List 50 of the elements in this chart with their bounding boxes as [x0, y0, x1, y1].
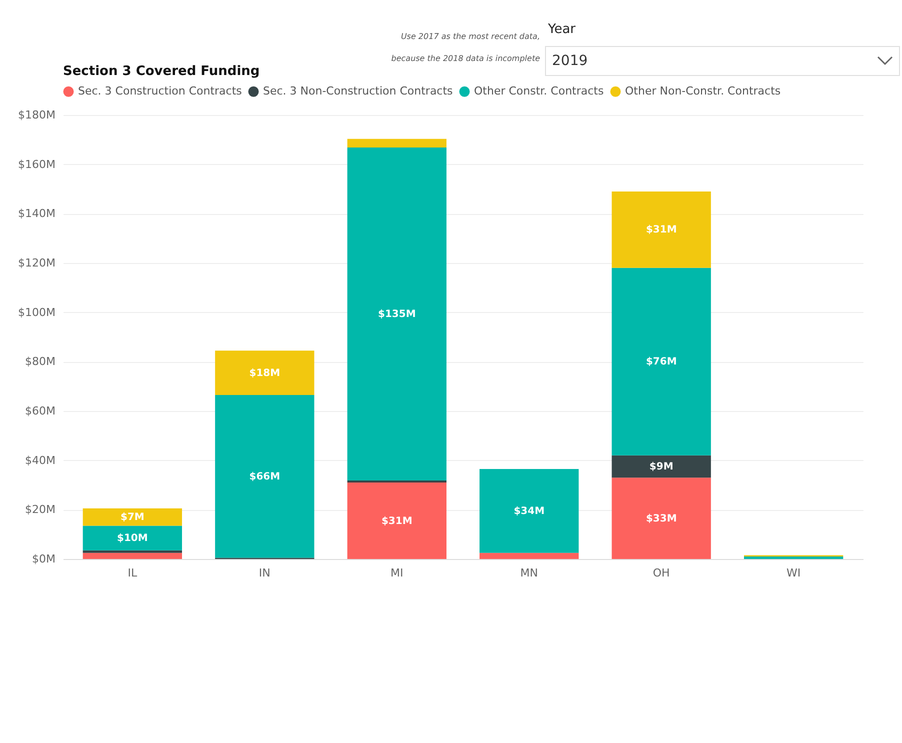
- bar: [82, 552, 182, 559]
- bar: [82, 508, 182, 526]
- text: Use 2017 as the most recent data, because the 2018 data is incomplete: [391, 32, 540, 63]
- data-label: $10M: [117, 533, 148, 544]
- x-tick-label: WI: [786, 566, 801, 580]
- bar: [347, 482, 446, 559]
- chart-title: Section 3 Covered Funding: [63, 64, 260, 79]
- data-label: $31M: [646, 224, 677, 236]
- y-tick-label: $140M: [18, 207, 56, 220]
- y-tick-label: $180M: [18, 108, 56, 122]
- x-tick-label: OH: [652, 566, 670, 580]
- y-tick-label: $100M: [18, 306, 56, 319]
- bar: [215, 394, 314, 558]
- y-tick-label: $80M: [25, 355, 56, 368]
- data-label: $9M: [649, 462, 674, 472]
- bar: [612, 455, 711, 478]
- bar: [612, 478, 711, 559]
- x-tick-label: IN: [258, 566, 270, 580]
- bar: [347, 138, 446, 148]
- y-tick-label: $20M: [25, 503, 56, 516]
- data-label: $34M: [514, 506, 545, 517]
- bar: [215, 350, 314, 395]
- data-label: $66M: [249, 471, 280, 482]
- bar: [347, 148, 446, 481]
- y-tick-label: $120M: [18, 256, 56, 270]
- y-tick-label: $0M: [32, 552, 56, 566]
- data-label: $76M: [646, 356, 677, 368]
- bar: [480, 468, 579, 553]
- legend-label: Sec. 3 Construction Contracts: [78, 84, 242, 98]
- x-tick-label: MI: [390, 566, 404, 580]
- x-tick-label: MN: [520, 566, 538, 580]
- bar: [480, 552, 579, 559]
- legend-label: Other Constr. Contracts: [474, 84, 604, 98]
- data-label: $7M: [120, 512, 144, 524]
- y-tick-label: $60M: [25, 404, 56, 418]
- legend-label: Other Non-Constr. Contracts: [625, 84, 781, 98]
- data-label: $33M: [646, 513, 677, 524]
- dropdown-field: 2019: [545, 46, 900, 76]
- data-label: $135M: [378, 309, 416, 320]
- data-label: $31M: [381, 516, 412, 527]
- x-tick-label: IL: [128, 566, 138, 580]
- bar: [612, 268, 711, 456]
- legend-label: Sec. 3 Non-Construction Contracts: [263, 84, 454, 98]
- y-tick-label: $40M: [25, 454, 56, 467]
- text: Year: [548, 22, 576, 37]
- data-label: $18M: [249, 368, 280, 379]
- y-tick-label: $160M: [18, 158, 56, 171]
- bar: [612, 191, 711, 268]
- bar: [82, 526, 182, 550]
- bar: [82, 550, 182, 553]
